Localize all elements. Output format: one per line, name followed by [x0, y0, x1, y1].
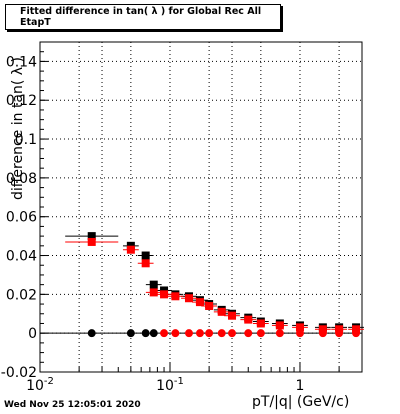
data-point: [352, 329, 361, 338]
data-point: [141, 251, 150, 260]
data-point: [217, 307, 226, 316]
data-point: [149, 280, 158, 289]
data-point: [335, 329, 344, 338]
x-tick-label: 1: [296, 378, 305, 394]
data-point: [244, 315, 253, 324]
x-axis-label: pT/|q| (GeV/c): [252, 394, 350, 410]
data-point: [275, 321, 284, 330]
y-tick-label: 0.08: [6, 171, 37, 187]
data-point: [184, 329, 193, 338]
x-tick-label: 10-1: [156, 376, 184, 394]
data-point: [228, 311, 237, 320]
data-point: [126, 245, 135, 254]
data-point: [228, 329, 237, 338]
y-tick-label: 0.14: [6, 54, 37, 70]
y-tick-label: 0.1: [15, 132, 37, 148]
data-point: [149, 329, 158, 338]
data-point: [141, 329, 150, 338]
data-point: [195, 329, 204, 338]
data-point: [171, 329, 180, 338]
data-point: [205, 329, 214, 338]
data-point: [318, 329, 327, 338]
data-point: [171, 292, 180, 301]
data-point: [195, 298, 204, 307]
data-point: [87, 329, 96, 338]
y-tick-label: -0.02: [1, 365, 37, 381]
data-point: [275, 329, 284, 338]
data-point: [87, 232, 96, 241]
data-point: [205, 302, 214, 310]
data-point: [87, 237, 96, 246]
data-point: [295, 323, 304, 332]
data-point: [141, 259, 150, 268]
data-point: [256, 329, 265, 338]
y-tick-label: 0.04: [6, 249, 37, 265]
data-point: [160, 290, 169, 299]
timestamp: Wed Nov 25 12:05:01 2020: [4, 400, 141, 410]
data-point: [295, 329, 304, 338]
data-point: [160, 329, 169, 338]
chart-title: Fitted difference in tan( λ ) for Global…: [5, 4, 281, 30]
y-tick-label: 0.02: [6, 287, 37, 303]
data-point: [149, 288, 158, 297]
data-point: [126, 329, 135, 338]
data-point: [256, 319, 265, 328]
data-point: [244, 329, 253, 338]
plot-frame: [39, 41, 363, 373]
y-tick-label: 0.06: [6, 210, 37, 226]
y-tick-label: 0.12: [6, 93, 37, 109]
y-axis-label: difference in tan( λ ): [10, 57, 26, 200]
x-tick-label: 10-2: [26, 376, 54, 394]
data-point: [217, 329, 226, 338]
y-tick-label: 0: [28, 326, 37, 342]
data-point: [184, 294, 193, 303]
